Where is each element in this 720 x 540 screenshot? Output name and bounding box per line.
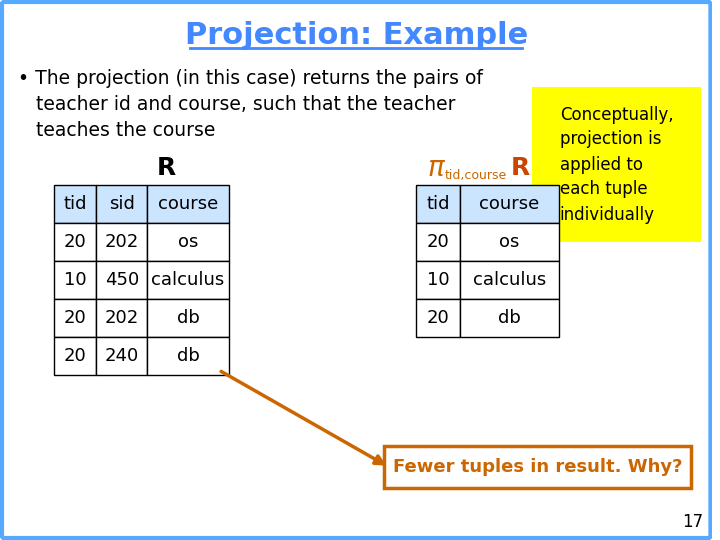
Bar	[96, 261, 148, 299]
Bar	[148, 337, 228, 375]
Bar	[460, 185, 559, 223]
Text: Projection: Example: Projection: Example	[184, 21, 528, 50]
Text: π: π	[428, 154, 444, 182]
Text: 20: 20	[64, 309, 86, 327]
Text: 20: 20	[64, 347, 86, 365]
Text: os: os	[178, 233, 198, 251]
Text: Conceptually,
projection is
applied to
each tuple
individually: Conceptually, projection is applied to e…	[559, 105, 673, 224]
Text: os: os	[500, 233, 520, 251]
FancyBboxPatch shape	[2, 2, 711, 538]
Text: 20: 20	[426, 309, 449, 327]
Text: course: course	[158, 195, 218, 213]
Bar	[148, 299, 228, 337]
Text: R: R	[510, 156, 530, 180]
Text: 240: 240	[104, 347, 139, 365]
Bar	[415, 223, 460, 261]
Bar	[415, 261, 460, 299]
Text: R: R	[157, 156, 176, 180]
Bar	[148, 185, 228, 223]
Text: db: db	[176, 309, 199, 327]
Bar	[96, 337, 148, 375]
Bar	[55, 261, 96, 299]
Text: sid: sid	[109, 195, 135, 213]
Text: db: db	[176, 347, 199, 365]
Bar	[384, 446, 690, 488]
Text: tid: tid	[426, 195, 449, 213]
Text: calculus: calculus	[151, 271, 225, 289]
Bar	[55, 223, 96, 261]
Bar	[415, 185, 460, 223]
Bar	[55, 337, 96, 375]
Bar	[55, 185, 96, 223]
Bar	[148, 223, 228, 261]
Bar	[148, 261, 228, 299]
Text: 20: 20	[64, 233, 86, 251]
Text: teacher id and course, such that the teacher: teacher id and course, such that the tea…	[18, 94, 455, 113]
Bar	[460, 261, 559, 299]
Text: Fewer tuples in result. Why?: Fewer tuples in result. Why?	[392, 458, 682, 476]
Text: • The projection (in this case) returns the pairs of: • The projection (in this case) returns …	[18, 69, 482, 87]
Bar	[96, 299, 148, 337]
Bar	[415, 299, 460, 337]
Text: db: db	[498, 309, 521, 327]
Bar	[532, 87, 701, 242]
Bar	[96, 185, 148, 223]
Text: 17: 17	[682, 513, 703, 531]
Text: 202: 202	[104, 309, 139, 327]
Bar	[460, 223, 559, 261]
Text: teaches the course: teaches the course	[18, 120, 215, 139]
Text: calculus: calculus	[473, 271, 546, 289]
Bar	[96, 223, 148, 261]
Text: tid: tid	[63, 195, 87, 213]
Text: 202: 202	[104, 233, 139, 251]
Text: course: course	[480, 195, 540, 213]
Bar	[55, 299, 96, 337]
Text: tid,course: tid,course	[444, 170, 507, 183]
Text: 10: 10	[426, 271, 449, 289]
FancyArrowPatch shape	[221, 372, 383, 464]
Bar	[460, 299, 559, 337]
Text: 20: 20	[426, 233, 449, 251]
Text: 450: 450	[104, 271, 139, 289]
Text: 10: 10	[64, 271, 86, 289]
